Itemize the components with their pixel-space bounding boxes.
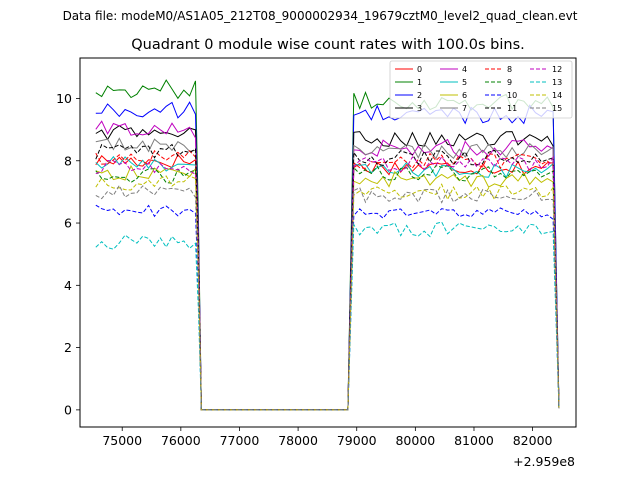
x-tick-label: 82000 — [513, 433, 553, 448]
legend-label-15: 15 — [552, 104, 562, 113]
y-tick-label: 4 — [64, 278, 72, 293]
x-tick-label: 80000 — [395, 433, 435, 448]
y-tick-label: 6 — [64, 216, 72, 231]
y-tick-label: 8 — [64, 153, 72, 168]
x-tick-label: 76000 — [161, 433, 201, 448]
legend-label-7: 7 — [462, 104, 467, 113]
legend-label-3: 3 — [417, 104, 422, 113]
y-tick-label: 0 — [64, 402, 72, 417]
x-tick-label: 77000 — [220, 433, 260, 448]
x-tick-label: 78000 — [278, 433, 318, 448]
x-axis: 75000 76000 77000 78000 79000 80000 81000 82000 — [102, 427, 553, 448]
legend-label-14: 14 — [552, 91, 562, 100]
legend-label-6: 6 — [462, 91, 467, 100]
plot-frame — [79, 57, 577, 428]
legend-label-8: 8 — [507, 65, 512, 74]
chart-title: Quadrant 0 module wise count rates with … — [131, 37, 525, 53]
series-line-15 — [95, 184, 560, 411]
legend-label-13: 13 — [552, 78, 562, 87]
legend-label-9: 9 — [507, 78, 512, 87]
series-layer — [95, 79, 560, 411]
x-tick-label: 79000 — [337, 433, 377, 448]
legend-box — [389, 60, 573, 119]
legend-label-12: 12 — [552, 65, 562, 74]
y-tick-label: 10 — [56, 91, 72, 106]
legend-label-0: 0 — [417, 65, 422, 74]
suptitle: Data file: modeM0/AS1A05_212T08_90000029… — [63, 9, 578, 23]
x-tick-label: 81000 — [454, 433, 494, 448]
series-line-14 — [95, 175, 560, 411]
y-axis: 0 2 4 6 8 10 — [56, 91, 80, 417]
y-tick-label: 2 — [64, 340, 72, 355]
legend-label-5: 5 — [462, 78, 467, 87]
legend-label-2: 2 — [417, 91, 422, 100]
legend-label-11: 11 — [507, 104, 517, 113]
legend-label-4: 4 — [462, 65, 467, 74]
legend-label-10: 10 — [507, 91, 517, 100]
x-tick-label: 75000 — [102, 433, 142, 448]
x-offset-label: +2.959e8 — [513, 454, 575, 469]
legend-label-1: 1 — [417, 78, 422, 87]
